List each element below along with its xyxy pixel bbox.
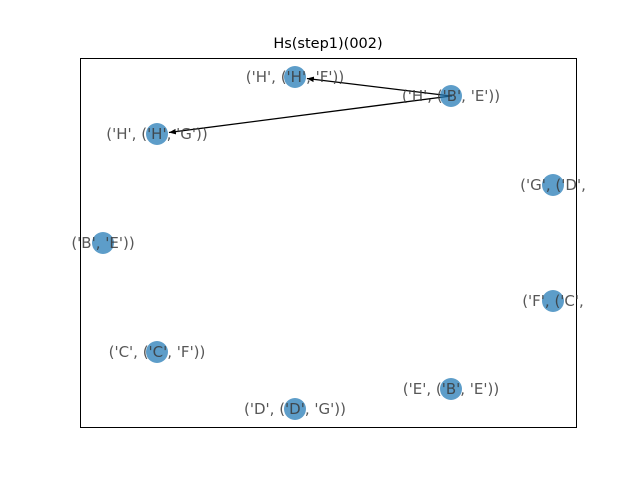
graph-node (440, 85, 462, 107)
node-label: ('H', ('H', 'G')) (106, 125, 207, 143)
graph-node (284, 66, 306, 88)
node-label: ('F', ('C', (522, 292, 584, 310)
node-label: ('B', 'E')) (71, 234, 134, 252)
graph-node (146, 123, 168, 145)
graph-node (542, 174, 564, 196)
node-label: ('H', ('H', 'F')) (246, 68, 344, 86)
graph-edge (306, 76, 453, 97)
node-label: ('G', ('D', (520, 176, 586, 194)
graph-edge (168, 95, 453, 135)
graph-node (92, 232, 114, 254)
chart-title: Hs(step1)(002) (273, 36, 382, 52)
graph-node (440, 378, 462, 400)
plot-frame (80, 58, 577, 428)
labels-layer: ('H', ('H', 'F')) ('H', ('B', 'E')) ('H', … (71, 68, 586, 418)
graph-node (146, 341, 168, 363)
node-label: ('E', ('B', 'E')) (403, 380, 499, 398)
node-label: ('C', ('C', 'F')) (109, 343, 206, 361)
node-label: ('H', ('B', 'E')) (402, 87, 500, 105)
node-label: ('D', ('D', 'G')) (244, 400, 346, 418)
nodes-layer (92, 66, 564, 420)
graph-node (284, 398, 306, 420)
graph-node (542, 290, 564, 312)
edges-layer (168, 76, 453, 135)
